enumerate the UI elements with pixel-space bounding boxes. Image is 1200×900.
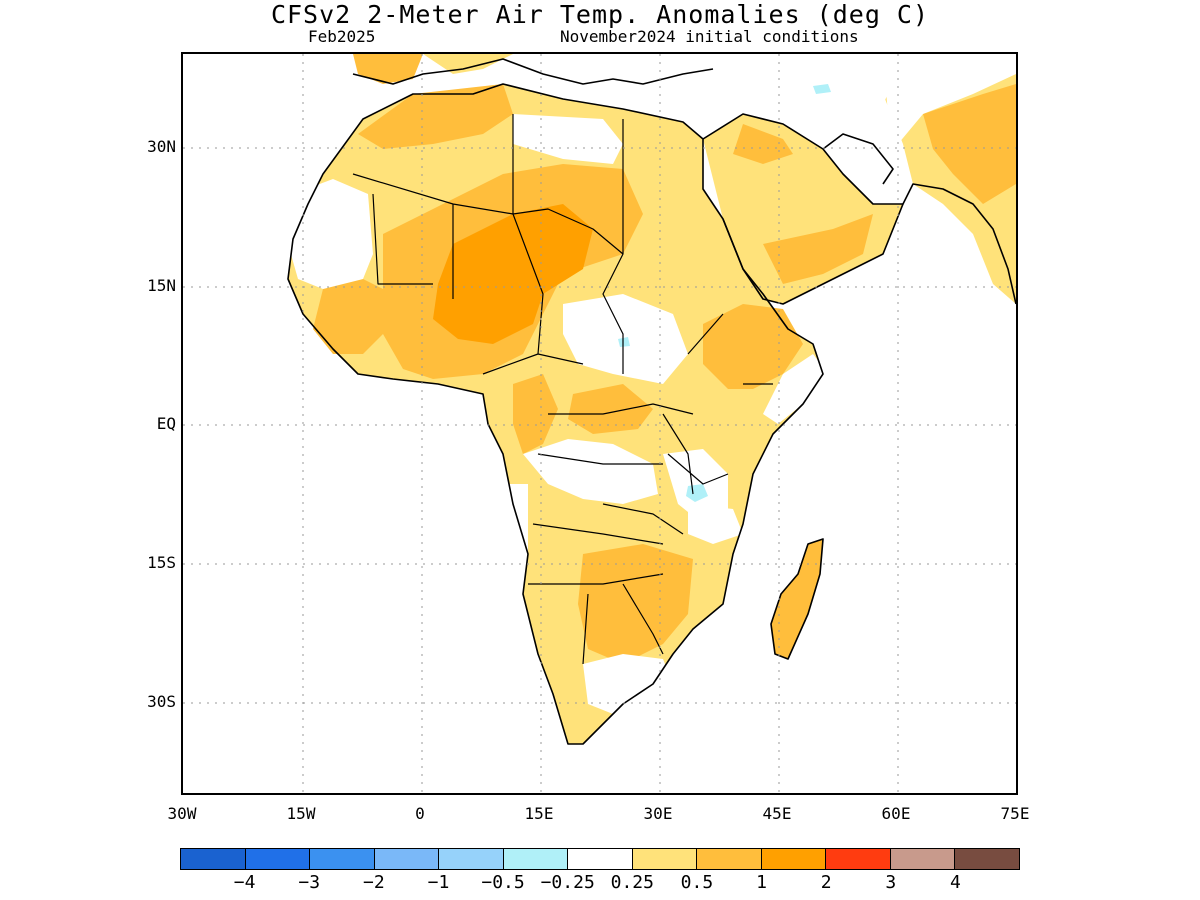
colorbar-box	[245, 849, 311, 869]
madagascar-coastline	[770, 538, 824, 660]
map-title: CFSv2 2-Meter Air Temp. Anomalies (deg C…	[270, 0, 930, 29]
map-frame	[181, 52, 1018, 795]
sudan-cool-spot	[618, 337, 630, 347]
africa-coastline	[287, 83, 824, 745]
colorbar-label: 4	[949, 872, 961, 893]
colorbar-box	[890, 849, 956, 869]
lon-label-0: 0	[415, 804, 425, 823]
graticule	[183, 54, 1016, 793]
lat-label-15s: 15S	[147, 553, 176, 572]
lon-label-60e: 60E	[881, 804, 911, 823]
south-asia-coast	[902, 183, 1016, 305]
colorbar-box	[181, 849, 246, 869]
lat-label-30n: 30N	[147, 137, 176, 156]
lon-label-15e: 15E	[524, 804, 554, 823]
east-africa-patch	[703, 304, 803, 389]
lat-label-15n: 15N	[147, 276, 176, 295]
valid-month-label: Feb2025	[308, 27, 376, 46]
colorbar-label: 3	[885, 872, 897, 893]
lake-victoria-cool	[686, 484, 708, 502]
strong-warm-core	[433, 204, 593, 344]
anomaly-shading	[288, 54, 1016, 744]
iberia-fragment	[423, 54, 513, 74]
arabia-north-patch	[733, 124, 793, 164]
colorbar-box	[439, 849, 504, 869]
colorbar-label: 2	[820, 872, 832, 893]
colorbar-box	[632, 849, 698, 869]
europe-fragment	[353, 54, 423, 84]
colorbar-label: 1	[756, 872, 767, 893]
colorbar-box	[310, 849, 375, 869]
lon-label-30w: 30W	[167, 804, 197, 823]
sahara-north-patch	[358, 84, 513, 149]
sahel-west-patch	[313, 279, 393, 354]
lon-label-45e: 45E	[762, 804, 792, 823]
lat-label-eq: EQ	[156, 414, 176, 433]
neutral-south-africa	[583, 654, 673, 714]
west-africa-patch	[513, 374, 558, 454]
colorbar-label: −2	[363, 872, 385, 893]
colorbar-label: −3	[298, 872, 321, 893]
arabia-south-patch	[763, 214, 873, 284]
mediterranean-north-coast	[352, 58, 714, 85]
neutral-west-sahara	[288, 179, 373, 289]
initial-conditions-label: November2024 initial conditions	[560, 27, 859, 46]
colorbar-label: 0.5	[680, 872, 714, 893]
colorbar-box	[697, 849, 762, 869]
arabia-coastline	[702, 113, 904, 305]
colorbar-label: −0.5	[481, 872, 525, 893]
lon-label-15w: 15W	[286, 804, 316, 823]
arabia-cool-spot	[813, 84, 831, 94]
colorbar-label: −0.25	[540, 872, 595, 893]
lon-label-75e: 75E	[1000, 804, 1030, 823]
colorbar-label: −4	[233, 872, 256, 893]
colorbar-label: −1	[427, 872, 450, 893]
madagascar	[771, 539, 823, 659]
anomaly-map	[183, 54, 1016, 793]
south-asia-patch	[923, 84, 1016, 204]
colorbar-box	[568, 849, 633, 869]
neutral-angola-coast	[503, 484, 528, 579]
colorbar	[180, 848, 1020, 870]
persian-gulf	[822, 133, 894, 185]
neutral-tanzania	[688, 504, 743, 544]
neutral-iran	[883, 54, 1016, 144]
coastlines-borders	[287, 58, 1016, 745]
colorbar-box	[955, 849, 1019, 869]
neutral-arabia-north	[703, 54, 888, 129]
lon-label-30e: 30E	[643, 804, 673, 823]
colorbar-box	[503, 849, 569, 869]
border-lines	[352, 114, 773, 665]
colorbar-box	[761, 849, 827, 869]
colorbar-box	[374, 849, 440, 869]
colorbar-box	[826, 849, 891, 869]
colorbar-label: 0.25	[610, 872, 654, 893]
neutral-congo	[523, 439, 658, 504]
central-africa-patch	[568, 384, 653, 434]
lat-label-30s: 30S	[147, 692, 176, 711]
